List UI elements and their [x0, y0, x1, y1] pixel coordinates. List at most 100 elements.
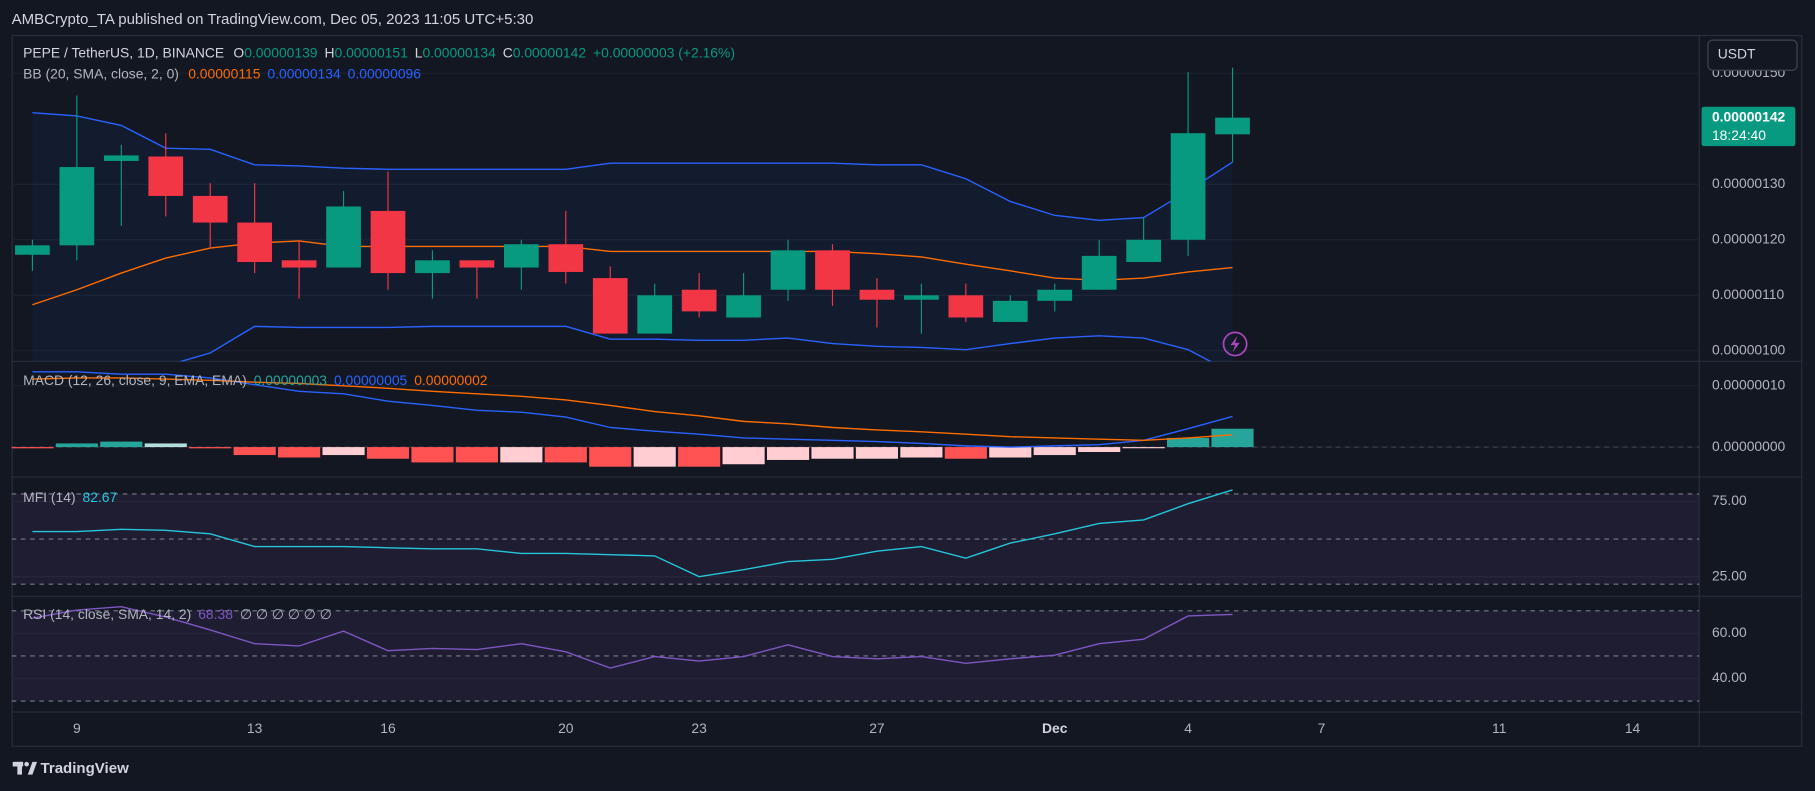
axes: 0.00000100 0.00000110 0.00000120 0.00000130…: [73, 39, 1798, 736]
alert-icon[interactable]: [1222, 331, 1248, 357]
histogram-bar: [766, 447, 810, 460]
histogram-bar: [544, 447, 587, 463]
x-tick-label: 7: [1318, 720, 1326, 736]
macd-value: 0.00000003: [254, 372, 328, 388]
y-tick-label: 0.00000100: [1712, 341, 1786, 357]
candle-body: [148, 156, 184, 196]
candle-body: [904, 295, 939, 300]
bb-value: 0.00000134: [267, 65, 341, 81]
histogram-bar: [589, 447, 632, 467]
indicator-line: [32, 606, 1233, 669]
ohlc-value: 0.00000134: [422, 44, 496, 60]
brand-logo: [12, 761, 38, 775]
candle-body: [548, 244, 584, 272]
histogram-bar: [989, 447, 1032, 458]
candle-body: [815, 250, 850, 290]
histogram-bar: [1033, 447, 1076, 456]
x-tick-label: 23: [691, 720, 707, 736]
histogram-bar: [11, 447, 54, 449]
rsi-extra: ∅ ∅ ∅ ∅ ∅ ∅: [240, 606, 332, 622]
y-tick-label: 0.00000110: [1712, 286, 1785, 302]
x-tick-label: 9: [73, 720, 81, 736]
candle-body: [459, 260, 495, 268]
x-tick-label: 11: [1492, 720, 1507, 736]
histogram-bar: [55, 443, 98, 448]
y-tick-label: 0.00000120: [1712, 230, 1786, 246]
ohlc-value: 0.00000151: [335, 44, 409, 60]
publisher: AMBCrypto_TA published on TradingView.co…: [12, 11, 534, 28]
histogram-bar: [455, 447, 498, 463]
macd-legend: MACD (12, 26, close, 9, EMA, EMA) 0.00000…: [23, 372, 488, 388]
y-tick-label: 40.00: [1712, 669, 1747, 685]
histogram-bar: [900, 447, 943, 458]
candle-body: [503, 244, 539, 268]
brand: TradingView: [41, 760, 130, 777]
bb-name: BB (20, SMA, close, 2, 0): [23, 65, 179, 81]
bb-value: 0.00000096: [348, 65, 422, 81]
x-tick-label: 4: [1184, 720, 1192, 736]
candle-body: [592, 278, 628, 334]
price-badge-label: 0.00000142: [1712, 108, 1786, 124]
ohlc-value: 0.00000139: [244, 44, 318, 60]
price-badge: [1701, 106, 1796, 147]
y-tick-label: 0.00000010: [1712, 377, 1786, 393]
mfi-pane: [11, 489, 1700, 585]
histogram-bar: [1211, 428, 1254, 448]
ohlc-value: 0.00000142: [513, 44, 587, 60]
histogram-bar: [233, 447, 276, 456]
macd-line: [32, 377, 1233, 442]
mfi-name: MFI (14): [23, 489, 75, 505]
candle-body: [726, 295, 761, 318]
histogram-bar: [100, 441, 143, 448]
candle-body: [103, 155, 139, 161]
histogram-bar: [633, 447, 676, 467]
bb-line: [32, 240, 1233, 306]
candle-body: [415, 260, 450, 274]
histogram-bar: [811, 447, 854, 459]
histogram-bar: [144, 443, 187, 448]
alert-bolt: [1230, 335, 1240, 353]
candle-body: [281, 260, 317, 268]
histogram-bar: [678, 447, 721, 467]
ohlc-key: C: [503, 44, 513, 60]
histogram-bar: [1078, 447, 1121, 452]
candle-body: [681, 289, 717, 312]
histogram-bar: [189, 447, 232, 449]
candle-body: [1126, 239, 1161, 262]
candle-body: [992, 300, 1028, 322]
price-pane: [11, 67, 1700, 362]
candle-body: [637, 295, 673, 334]
histogram-bar: [944, 447, 987, 459]
macd-value: 0.00000005: [334, 372, 408, 388]
candle-body: [1170, 133, 1206, 240]
candle-body: [370, 210, 406, 274]
x-tick-label: Dec: [1042, 720, 1068, 736]
histogram-bar: [278, 447, 321, 458]
candle-body: [1037, 289, 1073, 301]
ohlc-key: H: [324, 44, 334, 60]
histogram-bar: [322, 447, 365, 456]
candle-body: [326, 206, 361, 268]
histogram-bar: [366, 447, 410, 459]
histogram-bar: [1122, 447, 1165, 449]
indicator-line: [32, 489, 1233, 578]
candle-body: [770, 250, 806, 290]
mfi-value: 82.67: [83, 489, 118, 505]
histogram-bar: [722, 447, 765, 465]
macd-value: 0.00000002: [414, 372, 488, 388]
x-tick-label: 14: [1625, 720, 1641, 736]
histogram-bar: [855, 447, 899, 459]
y-tick-label: 25.00: [1712, 567, 1747, 583]
bb-value: 0.00000115: [188, 65, 261, 81]
change: +0.00000003 (+2.16%): [593, 44, 735, 60]
currency-box: [1707, 39, 1798, 71]
x-tick-label: 16: [380, 720, 396, 736]
ohlc-key: O: [233, 44, 244, 60]
y-tick-label: 75.00: [1712, 492, 1747, 508]
rsi-pane: [11, 606, 1700, 702]
candle-body: [948, 295, 984, 318]
histogram-bar: [500, 447, 543, 463]
histogram-bar: [411, 447, 454, 463]
